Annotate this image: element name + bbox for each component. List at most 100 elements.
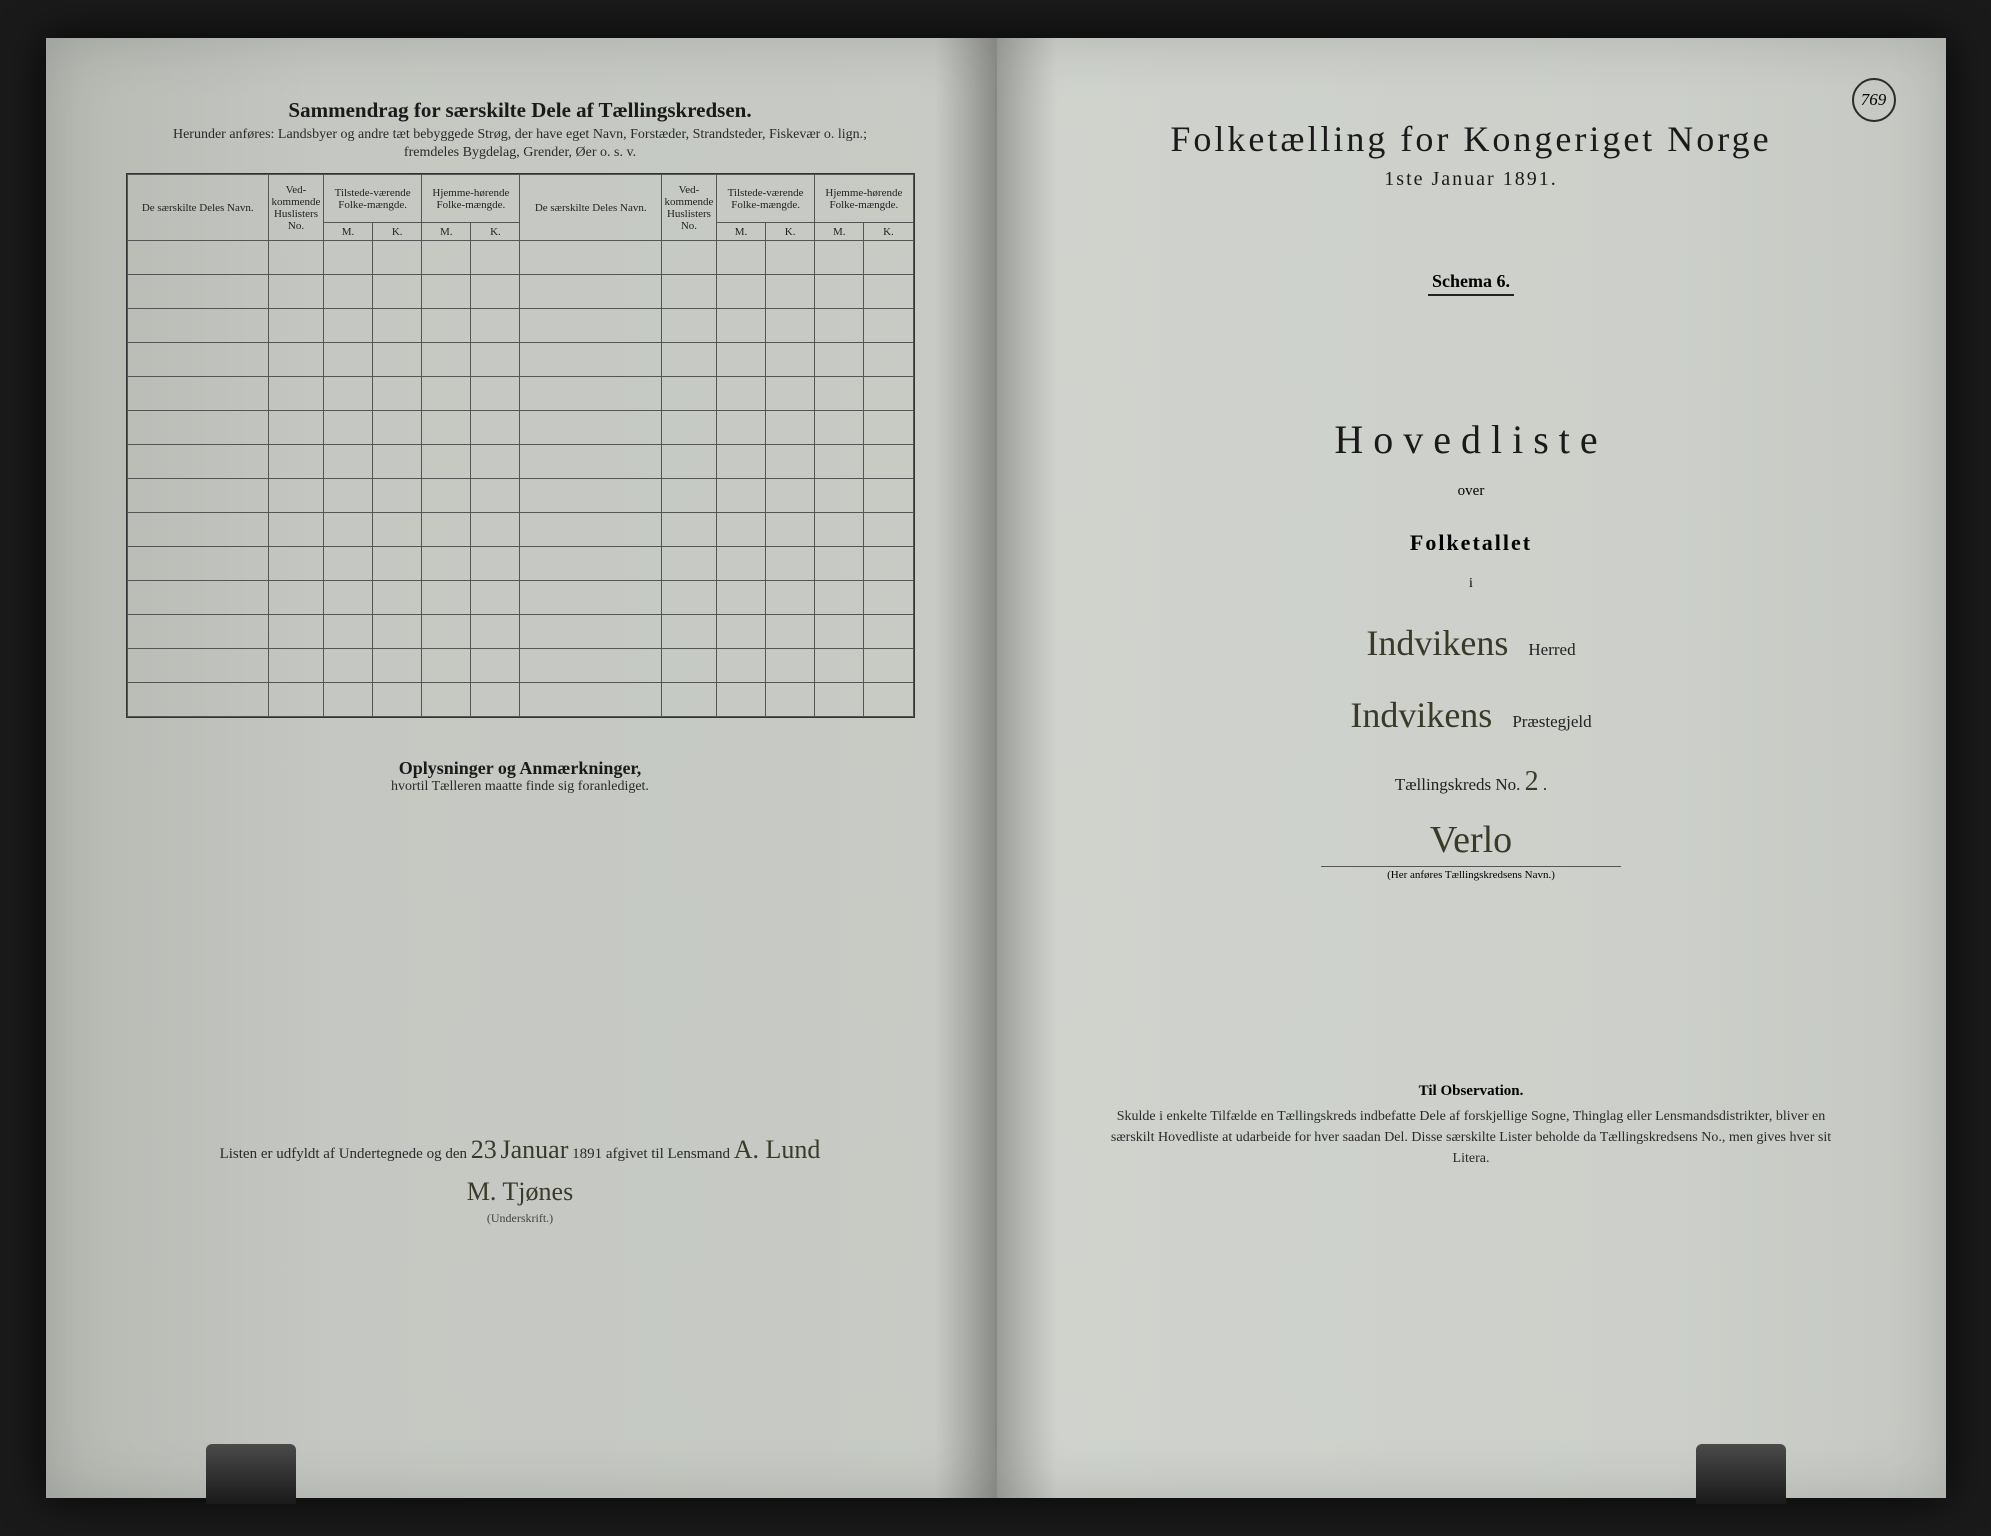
- table-row: [127, 615, 913, 649]
- table-cell: [373, 377, 422, 411]
- table-cell: [815, 581, 864, 615]
- table-cell: [373, 683, 422, 717]
- table-cell: [323, 343, 372, 377]
- table-cell: [471, 649, 520, 683]
- table-cell: [422, 445, 471, 479]
- table-row: [127, 479, 913, 513]
- table-body: [127, 241, 913, 717]
- table-cell: [127, 683, 268, 717]
- table-cell: [127, 411, 268, 445]
- sig-lensmand: A. Lund: [734, 1135, 821, 1164]
- th-k: K.: [766, 223, 815, 241]
- table-cell: [766, 479, 815, 513]
- table-cell: [520, 513, 661, 547]
- table-cell: [471, 377, 520, 411]
- table-cell: [661, 275, 716, 309]
- table-cell: [766, 615, 815, 649]
- table-cell: [520, 343, 661, 377]
- underskrift-label: (Underskrift.): [126, 1211, 915, 1226]
- table-cell: [661, 649, 716, 683]
- table-cell: [373, 343, 422, 377]
- table-cell: [766, 377, 815, 411]
- table-cell: [661, 241, 716, 275]
- i-label: i: [1077, 576, 1866, 592]
- table-cell: [323, 309, 372, 343]
- kreds-row: Tællingskreds No. 2 .: [1077, 766, 1866, 798]
- table-row: [127, 309, 913, 343]
- table-cell: [716, 547, 765, 581]
- table-cell: [127, 241, 268, 275]
- sig-day: 23: [471, 1135, 497, 1164]
- table-cell: [815, 377, 864, 411]
- table-cell: [323, 649, 372, 683]
- sig-prefix: Listen er udfyldt af Undertegnede og den: [220, 1146, 467, 1162]
- table-cell: [471, 411, 520, 445]
- census-date: 1ste Januar 1891.: [1077, 168, 1866, 191]
- table-cell: [373, 445, 422, 479]
- table-cell: [864, 581, 913, 615]
- table-cell: [127, 343, 268, 377]
- table-cell: [864, 411, 913, 445]
- notes-subtitle: hvortil Tælleren maatte finde sig foranl…: [126, 779, 915, 795]
- herred-label: Herred: [1528, 640, 1575, 660]
- table-cell: [661, 377, 716, 411]
- table-cell: [661, 547, 716, 581]
- table-cell: [815, 309, 864, 343]
- th-tilstede-1: Tilstede-værende Folke-mængde.: [323, 175, 421, 223]
- th-k: K.: [471, 223, 520, 241]
- table-cell: [268, 241, 323, 275]
- table-cell: [864, 309, 913, 343]
- sig-year: 1891: [572, 1146, 602, 1162]
- book-spread: Sammendrag for særskilte Dele af Tælling…: [46, 38, 1946, 1498]
- schema-label: Schema 6.: [1428, 271, 1514, 296]
- table-cell: [716, 649, 765, 683]
- table-cell: [127, 445, 268, 479]
- spine-shadow: [935, 38, 995, 1498]
- table-cell: [520, 411, 661, 445]
- table-cell: [422, 615, 471, 649]
- kreds-sub: (Her anføres Tællingskredsens Navn.): [1321, 866, 1621, 881]
- table-cell: [661, 343, 716, 377]
- table-cell: [815, 683, 864, 717]
- table-cell: [520, 547, 661, 581]
- table-row: [127, 547, 913, 581]
- table-cell: [127, 581, 268, 615]
- table-cell: [323, 479, 372, 513]
- th-m: M.: [815, 223, 864, 241]
- folketallet-label: Folketallet: [1077, 530, 1866, 556]
- table-cell: [471, 479, 520, 513]
- table-cell: [127, 513, 268, 547]
- table-cell: [268, 683, 323, 717]
- th-husliste-1: Ved-kommende Huslisters No.: [268, 175, 323, 241]
- hovedliste-title: Hovedliste: [1077, 416, 1866, 463]
- praestegjeld-value: Indvikens: [1350, 694, 1492, 736]
- table-cell: [422, 309, 471, 343]
- table-cell: [766, 445, 815, 479]
- table-cell: [373, 411, 422, 445]
- table-cell: [268, 513, 323, 547]
- table-cell: [661, 581, 716, 615]
- table-cell: [127, 479, 268, 513]
- table-cell: [661, 411, 716, 445]
- sig-month: Januar: [501, 1135, 569, 1164]
- table-cell: [373, 309, 422, 343]
- table-row: [127, 581, 913, 615]
- table-cell: [471, 581, 520, 615]
- table-cell: [268, 309, 323, 343]
- table-cell: [471, 547, 520, 581]
- table-cell: [815, 649, 864, 683]
- spine-shadow: [997, 38, 1057, 1498]
- signer-name: M. Tjønes: [467, 1177, 573, 1206]
- table-cell: [471, 343, 520, 377]
- th-k: K.: [864, 223, 913, 241]
- table-cell: [373, 581, 422, 615]
- table-cell: [864, 479, 913, 513]
- sig-suffix: afgivet til Lensmand: [606, 1146, 730, 1162]
- table-cell: [766, 309, 815, 343]
- table-cell: [716, 479, 765, 513]
- herred-value: Indvikens: [1366, 622, 1508, 664]
- left-page-subtitle-1: Herunder anføres: Landsbyer og andre tæt…: [126, 127, 915, 143]
- table-cell: [520, 649, 661, 683]
- table-cell: [520, 581, 661, 615]
- kreds-name-row: Verlo (Her anføres Tællingskredsens Navn…: [1077, 818, 1866, 883]
